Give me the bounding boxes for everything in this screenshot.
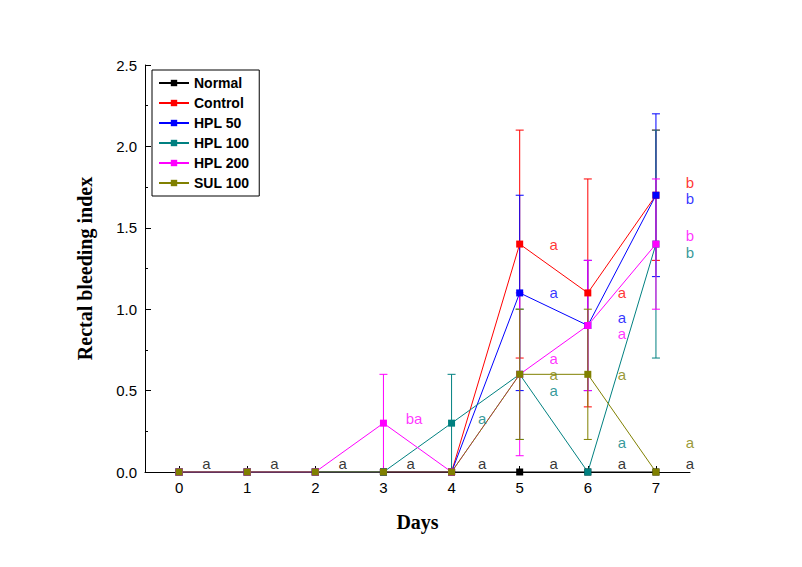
svg-text:1.0: 1.0	[116, 301, 137, 318]
svg-text:a: a	[407, 455, 416, 472]
svg-text:b: b	[686, 227, 694, 244]
svg-text:b: b	[686, 174, 694, 191]
svg-text:a: a	[618, 325, 627, 342]
svg-text:2.5: 2.5	[116, 57, 137, 74]
svg-text:a: a	[270, 455, 279, 472]
svg-text:Control: Control	[194, 95, 244, 111]
svg-text:a: a	[618, 366, 627, 383]
svg-text:ba: ba	[406, 410, 423, 427]
svg-text:a: a	[550, 236, 559, 253]
svg-text:3: 3	[379, 479, 387, 496]
svg-text:HPL 100: HPL 100	[194, 135, 249, 151]
svg-text:a: a	[202, 455, 211, 472]
svg-text:HPL 200: HPL 200	[194, 155, 249, 171]
svg-text:1: 1	[243, 479, 251, 496]
svg-text:a: a	[550, 366, 559, 383]
svg-text:a: a	[686, 455, 695, 472]
svg-text:Normal: Normal	[194, 75, 242, 91]
svg-text:a: a	[550, 284, 559, 301]
svg-text:6: 6	[584, 479, 592, 496]
svg-text:a: a	[550, 350, 559, 367]
svg-text:Days: Days	[396, 511, 438, 534]
svg-text:a: a	[618, 455, 627, 472]
svg-text:b: b	[686, 244, 694, 261]
svg-text:2.0: 2.0	[116, 138, 137, 155]
svg-text:a: a	[550, 382, 559, 399]
svg-text:5: 5	[516, 479, 524, 496]
svg-text:SUL 100: SUL 100	[194, 175, 249, 191]
svg-text:0.0: 0.0	[116, 464, 137, 481]
svg-text:b: b	[686, 190, 694, 207]
svg-text:4: 4	[447, 479, 455, 496]
svg-text:a: a	[478, 410, 487, 427]
svg-text:2: 2	[311, 479, 319, 496]
svg-text:a: a	[338, 455, 347, 472]
svg-text:a: a	[686, 434, 695, 451]
svg-text:0.5: 0.5	[116, 382, 137, 399]
svg-text:0: 0	[175, 479, 183, 496]
svg-text:HPL 50: HPL 50	[194, 115, 241, 131]
svg-text:a: a	[618, 284, 627, 301]
svg-text:7: 7	[652, 479, 660, 496]
svg-text:a: a	[618, 434, 627, 451]
svg-text:a: a	[618, 309, 627, 326]
svg-text:Rectal bleeding index: Rectal bleeding index	[74, 177, 97, 360]
svg-text:1.5: 1.5	[116, 219, 137, 236]
svg-text:a: a	[550, 455, 559, 472]
svg-text:a: a	[478, 455, 487, 472]
